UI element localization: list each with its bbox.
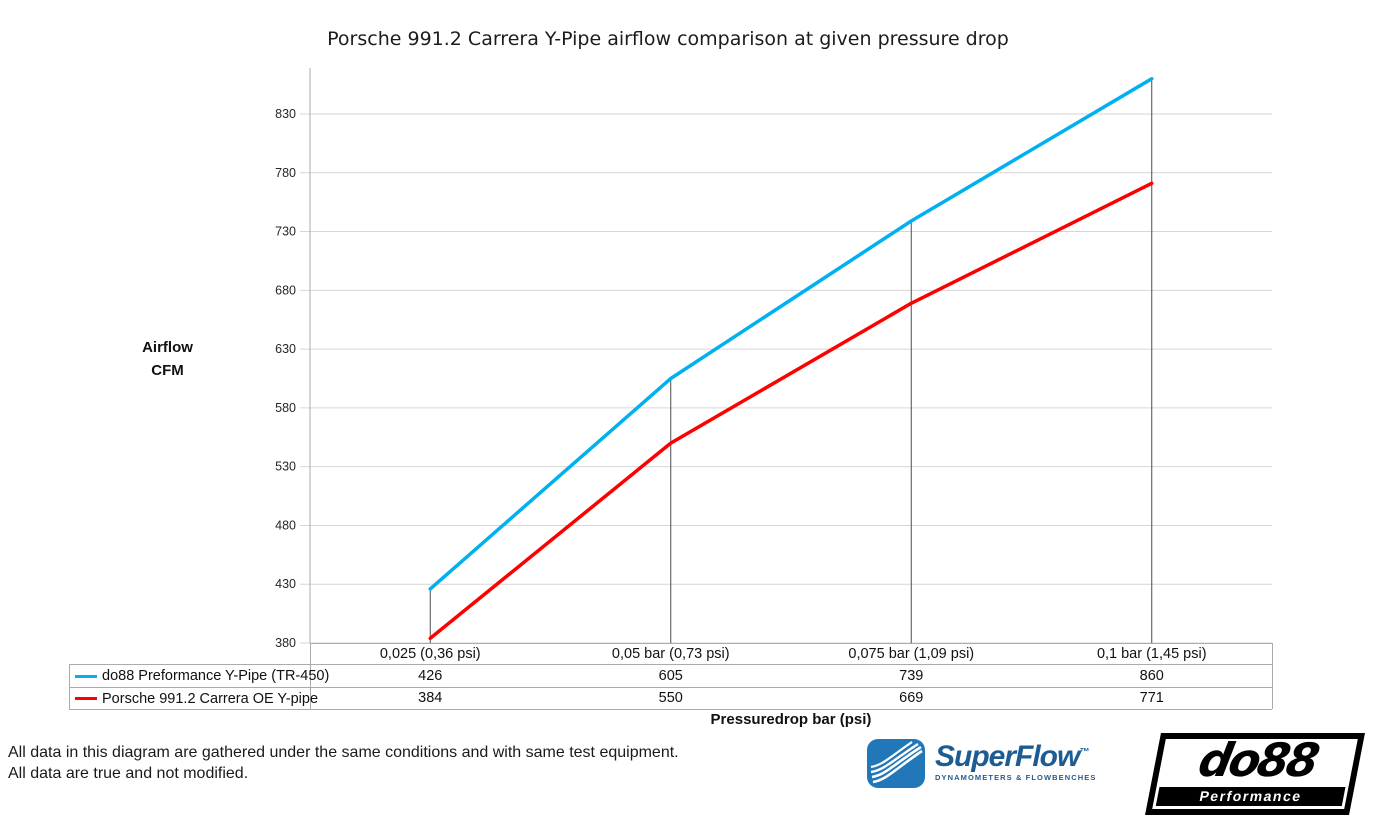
y-tick-label: 830 xyxy=(275,107,296,121)
table-border xyxy=(1272,643,1273,709)
do88-tagline: Performance xyxy=(1198,788,1304,804)
category-header-cell: 0,075 bar (1,09 psi) xyxy=(848,646,975,662)
value-cell: 605 xyxy=(658,668,683,684)
superflow-logo: SuperFlow™ DYNAMOMETERS & FLOWBENCHES xyxy=(866,738,1097,790)
footnote-line-2: All data are true and not modified. xyxy=(8,765,249,782)
superflow-tagline: DYNAMOMETERS & FLOWBENCHES xyxy=(935,773,1097,782)
y-axis-title-line2: CFM xyxy=(151,362,184,379)
legend-key-swatch xyxy=(75,697,97,700)
superflow-wordmark: SuperFlow™ DYNAMOMETERS & FLOWBENCHES xyxy=(935,738,1097,783)
legend-row: Porsche 991.2 Carrera OE Y-pipe xyxy=(70,688,318,709)
table-border xyxy=(310,643,1272,644)
table-border xyxy=(69,687,1272,688)
do88-performance-bar: Performance xyxy=(1155,787,1346,806)
value-cell: 426 xyxy=(418,668,443,684)
superflow-icon xyxy=(867,739,925,788)
chart-title: Porsche 991.2 Carrera Y-Pipe airflow com… xyxy=(327,28,1009,50)
do88-wordmark: do88 xyxy=(1194,733,1322,787)
table-border xyxy=(69,664,1272,665)
legend-series-name: Porsche 991.2 Carrera OE Y-pipe xyxy=(102,690,319,707)
y-axis-title-line1: Airflow xyxy=(142,339,193,356)
y-tick-label: 580 xyxy=(275,401,296,415)
legend-series-name: do88 Preformance Y-Pipe (TR-450) xyxy=(102,668,330,684)
y-tick-label: 430 xyxy=(275,577,296,591)
y-tick-label: 380 xyxy=(275,636,296,650)
category-header-cell: 0,1 bar (1,45 psi) xyxy=(1096,646,1207,662)
y-tick-label: 530 xyxy=(275,460,296,474)
y-tick-label: 630 xyxy=(275,342,296,356)
value-cell: 384 xyxy=(418,690,443,706)
series-line-1 xyxy=(428,181,1154,641)
x-axis-title: Pressuredrop bar (psi) xyxy=(710,711,872,728)
y-tick-label: 730 xyxy=(275,225,296,239)
value-cell: 739 xyxy=(899,668,924,684)
table-border xyxy=(69,709,1272,710)
series-line-0 xyxy=(428,76,1154,591)
y-axis-title: Airflow CFM xyxy=(105,336,230,382)
category-header-cell: 0,05 bar (0,73 psi) xyxy=(611,646,730,662)
table-border xyxy=(69,664,70,709)
footnote-line-1: All data in this diagram are gathered un… xyxy=(8,744,679,761)
superflow-name: SuperFlow xyxy=(935,740,1080,773)
y-tick-label: 680 xyxy=(275,283,296,297)
plot-area: 380 430 480 530 580 630 680 730 780 830 xyxy=(275,68,1272,650)
table-border xyxy=(310,643,311,709)
trademark-symbol: ™ xyxy=(1079,747,1089,758)
do88-logo: do88 Performance xyxy=(1145,733,1365,815)
legend-row: do88 Preformance Y-Pipe (TR-450) xyxy=(70,665,329,687)
value-cell: 860 xyxy=(1139,668,1164,684)
category-header-cell: 0,025 (0,36 psi) xyxy=(379,646,481,662)
value-cell: 669 xyxy=(899,690,924,706)
legend-key-swatch xyxy=(75,674,97,678)
value-cell: 771 xyxy=(1139,690,1164,706)
value-cell: 550 xyxy=(658,690,683,706)
y-tick-label: 780 xyxy=(275,166,296,180)
y-tick-label: 480 xyxy=(275,518,296,532)
